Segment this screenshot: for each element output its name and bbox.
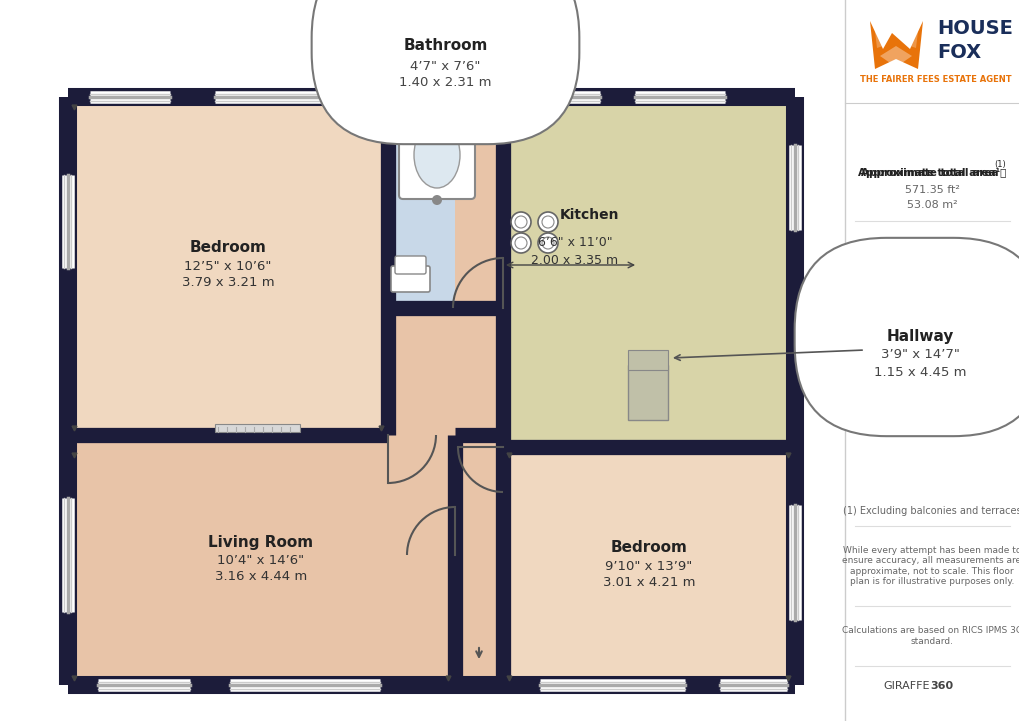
Text: 1.40 x 2.31 m: 1.40 x 2.31 m [398, 76, 491, 89]
FancyBboxPatch shape [398, 103, 475, 199]
Text: 1.15 x 4.45 m: 1.15 x 4.45 m [873, 366, 965, 379]
Text: 2.00 x 3.35 m: 2.00 x 3.35 m [531, 254, 618, 267]
FancyBboxPatch shape [394, 256, 426, 274]
Text: 3.16 x 4.44 m: 3.16 x 4.44 m [215, 570, 307, 583]
Circle shape [537, 212, 557, 232]
Ellipse shape [414, 122, 460, 188]
Text: 360: 360 [929, 681, 952, 691]
Text: 6’6" x 11’0": 6’6" x 11’0" [537, 236, 611, 249]
Bar [502, 97, 794, 447]
Text: (1): (1) [994, 161, 1005, 169]
Text: FOX: FOX [936, 43, 980, 63]
Bar [387, 97, 502, 308]
Polygon shape [879, 46, 911, 67]
Bar [628, 350, 667, 370]
Text: 3’9" x 14’7": 3’9" x 14’7" [879, 348, 959, 361]
Text: 571.35 ft²: 571.35 ft² [904, 185, 959, 195]
Polygon shape [869, 21, 922, 69]
Polygon shape [873, 23, 882, 48]
Bar [68, 432, 454, 685]
Text: Calculations are based on RICS IPMS 3C
standard.: Calculations are based on RICS IPMS 3C s… [841, 627, 1019, 646]
Text: HOUSE: HOUSE [936, 19, 1012, 38]
Text: 4’7" x 7’6": 4’7" x 7’6" [410, 61, 480, 74]
Text: GIRAFFE: GIRAFFE [882, 681, 929, 691]
Bar [628, 365, 667, 420]
FancyBboxPatch shape [390, 266, 430, 292]
Text: 53.08 m²: 53.08 m² [906, 200, 957, 210]
Text: Kitchen: Kitchen [559, 208, 619, 222]
Circle shape [511, 233, 531, 253]
Bar [502, 447, 794, 685]
Text: (1) Excluding balconies and terraces: (1) Excluding balconies and terraces [842, 506, 1019, 516]
Bar [68, 97, 387, 435]
Text: 3.01 x 4.21 m: 3.01 x 4.21 m [602, 577, 695, 590]
Text: 10’4" x 14’6": 10’4" x 14’6" [217, 554, 305, 567]
Text: Bedroom: Bedroom [190, 241, 266, 255]
Circle shape [511, 212, 531, 232]
Circle shape [537, 233, 557, 253]
Text: THE FAIRER FEES ESTATE AGENT: THE FAIRER FEES ESTATE AGENT [859, 74, 1011, 84]
Text: Hallway: Hallway [886, 329, 953, 345]
Text: While every attempt has been made to
ensure accuracy, all measurements are
appro: While every attempt has been made to ens… [842, 546, 1019, 586]
Text: Bathroom: Bathroom [403, 37, 487, 53]
Text: 12’5" x 10’6": 12’5" x 10’6" [184, 260, 271, 273]
Text: Bedroom: Bedroom [610, 541, 687, 555]
Text: Approximate total area: Approximate total area [860, 168, 998, 178]
Polygon shape [909, 23, 918, 48]
Text: 3.79 x 3.21 m: 3.79 x 3.21 m [181, 276, 274, 290]
Bar [215, 424, 300, 432]
Bar [454, 97, 502, 685]
Circle shape [432, 195, 441, 205]
Text: Approximate total area¹⧅: Approximate total area¹⧅ [857, 168, 1005, 178]
Text: Living Room: Living Room [208, 534, 313, 549]
Text: 9’10" x 13’9": 9’10" x 13’9" [605, 559, 692, 572]
Bar [387, 308, 502, 447]
